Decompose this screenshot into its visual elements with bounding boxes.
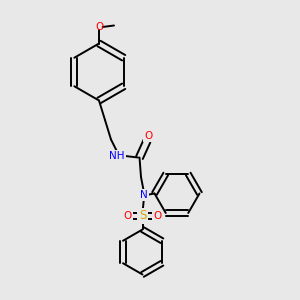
Text: O: O	[153, 211, 162, 221]
Text: NH: NH	[109, 151, 125, 161]
Text: O: O	[144, 130, 153, 141]
Text: N: N	[140, 190, 148, 200]
Text: S: S	[139, 209, 146, 223]
Text: O: O	[123, 211, 132, 221]
Text: O: O	[95, 22, 103, 32]
